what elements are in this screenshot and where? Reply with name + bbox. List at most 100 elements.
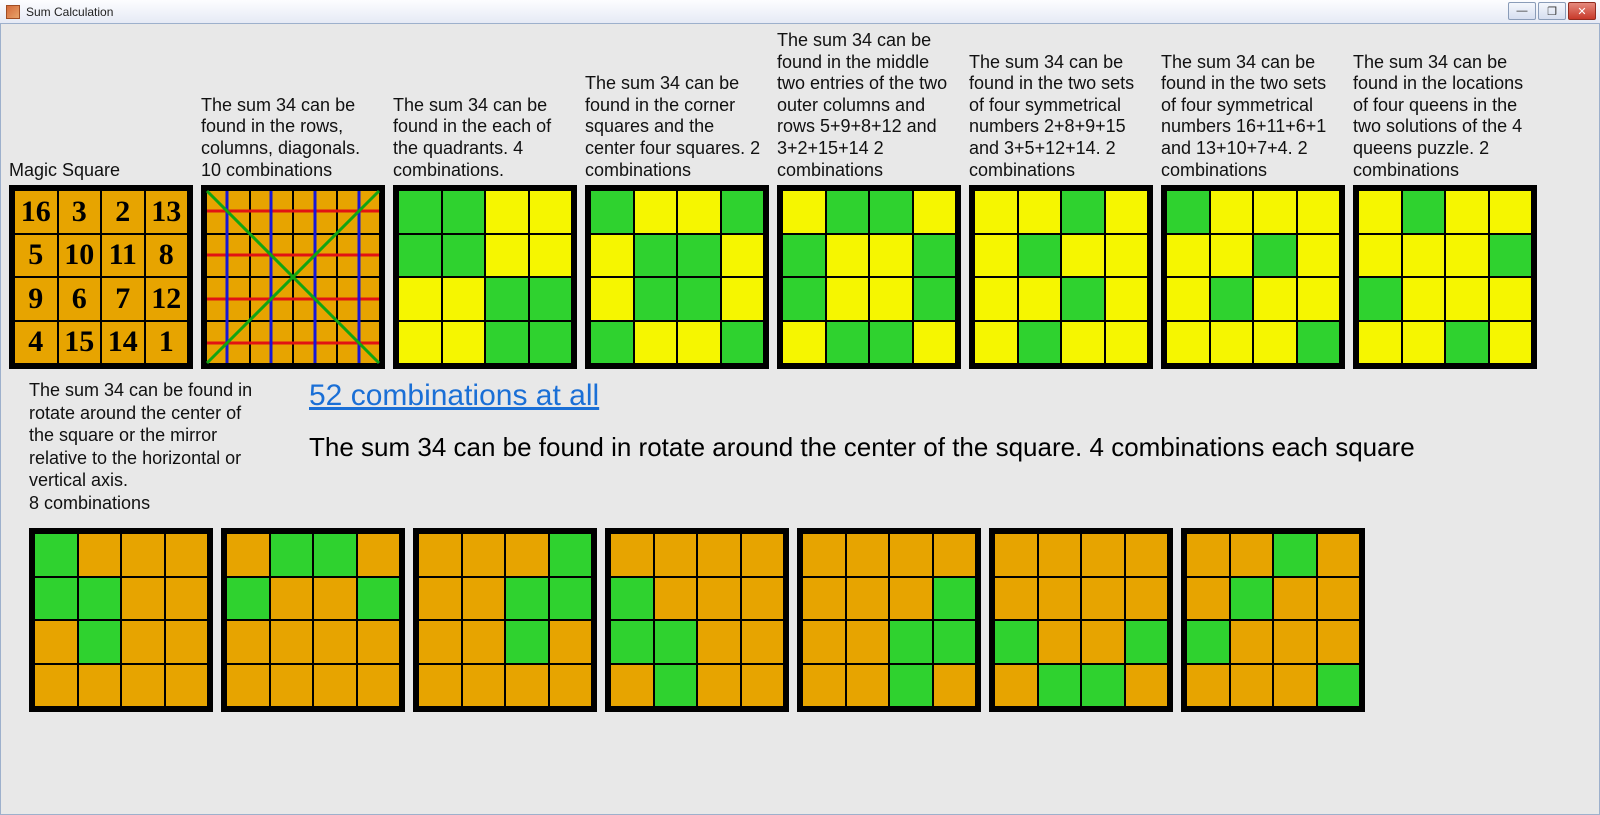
close-button[interactable]: ✕ bbox=[1568, 2, 1596, 20]
grid-cell bbox=[357, 620, 401, 664]
grid-cell bbox=[398, 277, 442, 321]
grid-cell bbox=[677, 277, 721, 321]
grid-cell: 12 bbox=[145, 277, 189, 321]
grid-cell bbox=[1297, 234, 1341, 278]
grid-cell: 9 bbox=[14, 277, 58, 321]
grid-cell bbox=[1166, 321, 1210, 365]
grid-cell bbox=[1105, 277, 1149, 321]
grid-cell bbox=[1445, 321, 1489, 365]
grid-cell bbox=[1317, 664, 1361, 708]
grid-cell bbox=[933, 533, 977, 577]
grid-cell bbox=[889, 620, 933, 664]
grid-cell bbox=[1038, 620, 1082, 664]
minimize-button[interactable]: — bbox=[1508, 2, 1536, 20]
grid-cell bbox=[1186, 664, 1230, 708]
grid-cell bbox=[270, 577, 314, 621]
grid-cell bbox=[741, 620, 785, 664]
grid-cell bbox=[1297, 277, 1341, 321]
grid-cell bbox=[1230, 533, 1274, 577]
grid-cell bbox=[529, 277, 573, 321]
grid-cell: 8 bbox=[145, 234, 189, 278]
grid-cell bbox=[1253, 277, 1297, 321]
grid-cell bbox=[802, 533, 846, 577]
grid-cell bbox=[1125, 577, 1169, 621]
grid-cell bbox=[1018, 277, 1062, 321]
grid-cell bbox=[1230, 577, 1274, 621]
window-buttons: — ❐ ✕ bbox=[1508, 2, 1596, 20]
grid-square bbox=[989, 528, 1173, 712]
total-combinations-link[interactable]: 52 combinations at all bbox=[309, 379, 1415, 413]
grid-cell bbox=[802, 620, 846, 664]
grid-cell bbox=[442, 190, 486, 234]
grid-square bbox=[221, 528, 405, 712]
grid-cell bbox=[1297, 190, 1341, 234]
grid-cell bbox=[529, 234, 573, 278]
grid-cell bbox=[933, 577, 977, 621]
grid-cell bbox=[974, 190, 1018, 234]
grid-cell bbox=[1210, 321, 1254, 365]
grid-cell bbox=[1489, 234, 1533, 278]
grid-cell bbox=[1317, 533, 1361, 577]
grid-cell bbox=[1230, 664, 1274, 708]
grid-cell bbox=[226, 533, 270, 577]
maximize-button[interactable]: ❐ bbox=[1538, 2, 1566, 20]
grid-cell bbox=[634, 190, 678, 234]
grid-cell bbox=[337, 321, 381, 365]
grid-cell bbox=[889, 664, 933, 708]
grid-cell bbox=[913, 277, 957, 321]
grid-cell: 13 bbox=[145, 190, 189, 234]
grid-cell bbox=[206, 190, 250, 234]
grid-cell bbox=[721, 190, 765, 234]
grid-cell bbox=[913, 321, 957, 365]
grid-cell bbox=[121, 664, 165, 708]
grid-cell bbox=[610, 620, 654, 664]
grid-cell bbox=[889, 533, 933, 577]
grid-cell bbox=[1038, 664, 1082, 708]
grid-cell bbox=[1297, 321, 1341, 365]
grid-cell bbox=[398, 321, 442, 365]
grid-cell bbox=[1358, 234, 1402, 278]
grid-cell: 6 bbox=[58, 277, 102, 321]
desc-5: The sum 34 can be found in the two sets … bbox=[969, 52, 1153, 182]
grid-cell bbox=[78, 664, 122, 708]
grid-cell bbox=[1358, 277, 1402, 321]
grid-cell bbox=[1273, 577, 1317, 621]
grid-cell bbox=[1253, 190, 1297, 234]
grid-cell bbox=[78, 620, 122, 664]
grid-cell: 15 bbox=[58, 321, 102, 365]
grid-cell bbox=[994, 620, 1038, 664]
grid-cell bbox=[1125, 620, 1169, 664]
grid-cell bbox=[610, 533, 654, 577]
grid-cell bbox=[34, 664, 78, 708]
grid-cell bbox=[1081, 620, 1125, 664]
grid-cell bbox=[357, 533, 401, 577]
grid-cell bbox=[1358, 321, 1402, 365]
right-texts: 52 combinations at all The sum 34 can be… bbox=[309, 379, 1415, 514]
grid-cell bbox=[442, 234, 486, 278]
grid-cell bbox=[1253, 234, 1297, 278]
grid-cell bbox=[634, 234, 678, 278]
grid-cell bbox=[313, 664, 357, 708]
grid-cell bbox=[1061, 234, 1105, 278]
grid-cell bbox=[721, 321, 765, 365]
grid-cell bbox=[994, 577, 1038, 621]
top-grids-row: 16321351011896712415141 bbox=[9, 185, 1591, 369]
grid-cell bbox=[226, 620, 270, 664]
grid-cell bbox=[697, 664, 741, 708]
grid-cell bbox=[1038, 577, 1082, 621]
grid-cell bbox=[121, 577, 165, 621]
grid-cell bbox=[250, 190, 294, 234]
grid-cell bbox=[654, 620, 698, 664]
grid-cell bbox=[1038, 533, 1082, 577]
grid-cell bbox=[697, 533, 741, 577]
grid-cell bbox=[869, 321, 913, 365]
grid-cell bbox=[654, 577, 698, 621]
grid-cell bbox=[1489, 190, 1533, 234]
grid-cell bbox=[337, 190, 381, 234]
grid-cell bbox=[418, 620, 462, 664]
grid-cell bbox=[462, 577, 506, 621]
grid-cell bbox=[677, 234, 721, 278]
grid-cell bbox=[826, 321, 870, 365]
grid-square bbox=[1181, 528, 1365, 712]
grid-square bbox=[969, 185, 1153, 369]
